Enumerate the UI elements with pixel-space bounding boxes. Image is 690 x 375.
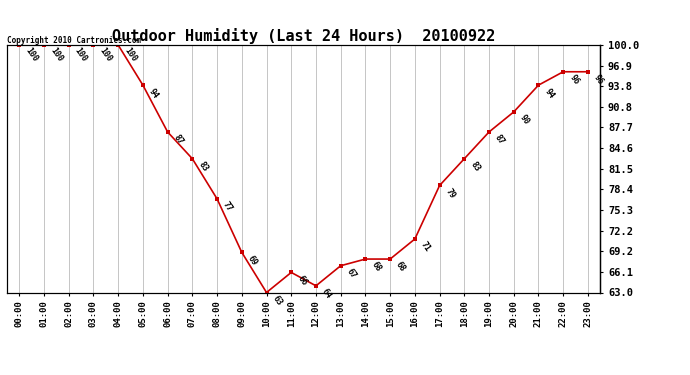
Text: 100: 100 (97, 46, 114, 64)
Text: 67: 67 (345, 267, 358, 280)
Text: 100: 100 (122, 46, 138, 64)
Text: 64: 64 (320, 287, 333, 300)
Text: 83: 83 (469, 160, 482, 174)
Text: 63: 63 (270, 294, 284, 307)
Text: 100: 100 (73, 46, 89, 64)
Title: Outdoor Humidity (Last 24 Hours)  20100922: Outdoor Humidity (Last 24 Hours) 2010092… (112, 28, 495, 44)
Text: 79: 79 (444, 187, 457, 200)
Text: 100: 100 (48, 46, 64, 64)
Text: 68: 68 (370, 261, 383, 274)
Text: 87: 87 (172, 134, 185, 147)
Text: 94: 94 (542, 87, 555, 100)
Text: 71: 71 (419, 240, 432, 254)
Text: 96: 96 (567, 73, 580, 87)
Text: 94: 94 (147, 87, 160, 100)
Text: 77: 77 (221, 200, 235, 214)
Text: 68: 68 (394, 261, 407, 274)
Text: Copyright 2010 Cartronics.com: Copyright 2010 Cartronics.com (7, 36, 141, 45)
Text: 100: 100 (23, 46, 39, 64)
Text: 69: 69 (246, 254, 259, 267)
Text: 90: 90 (518, 113, 531, 127)
Text: 66: 66 (295, 274, 308, 287)
Text: 96: 96 (592, 73, 605, 87)
Text: 83: 83 (197, 160, 210, 174)
Text: 87: 87 (493, 134, 506, 147)
